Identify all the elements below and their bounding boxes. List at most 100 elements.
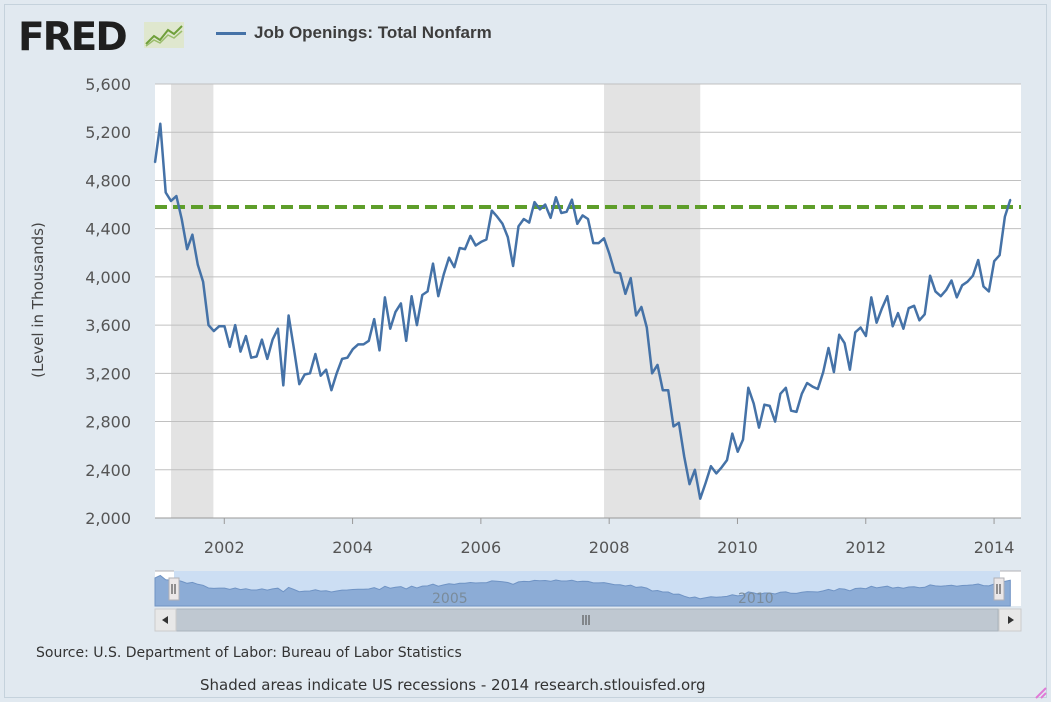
series-point (592, 242, 595, 245)
series-point (234, 324, 237, 326)
series-point (319, 374, 322, 377)
series-point (865, 335, 867, 337)
navigator-handle-right[interactable] (993, 577, 1005, 601)
scrollbar[interactable] (154, 608, 1022, 632)
series-point (202, 280, 205, 283)
y-tick-label-4: 3,600 (85, 316, 131, 335)
series-group (153, 122, 1012, 500)
series-point (384, 296, 386, 299)
series-point (720, 466, 723, 469)
series-point (357, 343, 359, 346)
series-point (870, 296, 873, 299)
navigator[interactable]: 2005 2010 (154, 570, 1021, 607)
series-point (715, 472, 718, 475)
series-point (367, 339, 370, 342)
series-point (437, 295, 440, 298)
scrollbar-left-button[interactable] (154, 608, 177, 632)
series-point (533, 201, 536, 204)
x-tick-label-2: 2006 (461, 538, 502, 557)
series-point (929, 274, 931, 277)
series-point (522, 218, 525, 220)
series-point (972, 274, 974, 277)
series-point (881, 307, 883, 310)
series-point (373, 318, 376, 320)
series-point (779, 392, 782, 395)
y-tick-label-9: 5,600 (85, 75, 131, 94)
series-point (811, 385, 814, 388)
series-point (448, 256, 450, 259)
series-point (918, 319, 921, 322)
series-point (196, 263, 199, 266)
series-point (768, 405, 771, 407)
y-axis-ticks: 2,000 2,400 2,800 3,200 3,600 4,000 4,400 4,800… (85, 75, 131, 528)
series-point (629, 277, 632, 279)
logo-graph-icon (144, 22, 184, 48)
series-point (539, 208, 541, 211)
series-point (442, 273, 445, 276)
navigator-series-area (154, 574, 1011, 607)
series-point (261, 338, 263, 341)
graph-frame (4, 4, 1047, 698)
resize-corner-icon[interactable] (1035, 687, 1047, 699)
series-point (335, 372, 338, 375)
series-point (913, 304, 915, 307)
series-point (795, 411, 798, 413)
x-tick-label-4: 2010 (717, 538, 758, 557)
series-point (421, 294, 424, 296)
series-point (891, 325, 894, 328)
series-point (758, 426, 760, 429)
series-point (191, 233, 194, 236)
legend-series-label: Job Openings: Total Nonfarm (254, 23, 492, 42)
series-point (170, 200, 172, 202)
scrollbar-thumb[interactable] (175, 608, 999, 632)
series-point (400, 302, 402, 305)
series-point (998, 254, 1001, 257)
y-tick-label-7: 4,800 (85, 171, 131, 190)
series-point (351, 348, 354, 351)
series-point (212, 330, 215, 332)
series-point (186, 248, 189, 251)
series-point (309, 372, 311, 375)
scrollbar-right-button[interactable] (998, 608, 1022, 632)
series-point (245, 335, 247, 337)
x-tick-label-6: 2014 (974, 538, 1015, 557)
series-point (597, 242, 600, 245)
series-point (827, 347, 830, 349)
series-point (303, 373, 306, 376)
series-point (923, 313, 926, 316)
series-point (314, 353, 317, 355)
series-point (378, 349, 381, 352)
series-point (389, 327, 392, 330)
series-point (298, 383, 301, 386)
series-point (603, 237, 605, 240)
series-point (330, 389, 333, 392)
series-point (1009, 198, 1012, 201)
series-point (453, 266, 456, 269)
series-point (207, 324, 210, 326)
series-point (362, 343, 365, 346)
series-point (875, 321, 878, 324)
series-point (175, 195, 178, 198)
series-point (346, 356, 349, 359)
series-point (480, 241, 482, 243)
series-point (849, 368, 851, 371)
series-point (1004, 215, 1006, 218)
series-point (886, 295, 889, 298)
series-point (747, 386, 750, 389)
fred-logo[interactable]: FRED (18, 15, 128, 60)
recession-band-1 (604, 84, 701, 518)
series-point (223, 325, 226, 328)
series-point (405, 339, 408, 342)
series-point (394, 311, 397, 313)
series-point (164, 191, 167, 194)
arrow-right-icon (1008, 616, 1014, 624)
series-point (571, 198, 573, 201)
navigator-handle-left[interactable] (168, 577, 180, 601)
series-point (325, 368, 327, 371)
series-point (752, 402, 755, 405)
series-point (784, 386, 787, 389)
series-point (490, 209, 493, 212)
series-point (154, 161, 156, 164)
series-point (699, 497, 702, 500)
